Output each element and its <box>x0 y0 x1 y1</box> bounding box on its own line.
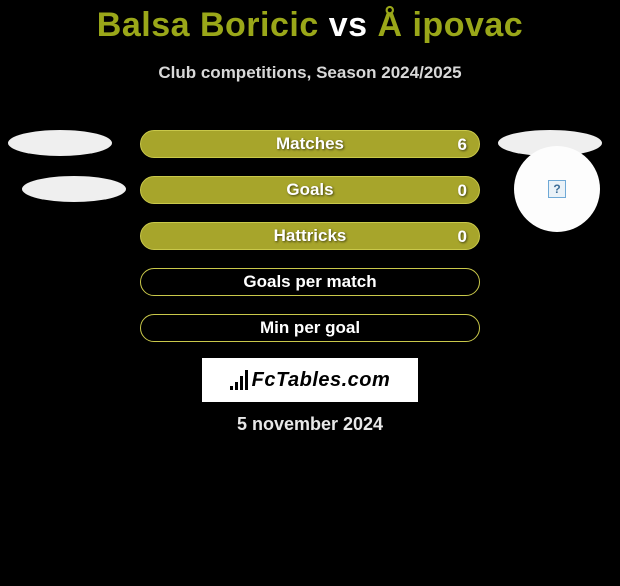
stat-row: Goals per match <box>0 268 620 314</box>
stat-pill: Goals per match <box>140 268 480 296</box>
title-left: Balsa Boricic <box>97 6 319 44</box>
fctables-logo: FcTables.com <box>202 358 418 402</box>
left-ellipse <box>8 130 112 156</box>
stat-label: Goals per match <box>243 272 376 292</box>
stat-pill: Min per goal <box>140 314 480 342</box>
stat-label: Hattricks <box>274 226 347 246</box>
logo-bars-icon <box>230 370 248 390</box>
title-vs: vs <box>329 6 368 44</box>
stat-label: Matches <box>276 134 344 154</box>
stat-row: Min per goal <box>0 314 620 360</box>
subtitle: Club competitions, Season 2024/2025 <box>0 63 620 83</box>
stat-value-right: 6 <box>458 131 467 159</box>
stat-row: Goals 0? <box>0 176 620 222</box>
page-title: Balsa Boricic vs Å ipovac <box>0 6 620 45</box>
date-label: 5 november 2024 <box>0 414 620 435</box>
stat-label: Goals <box>286 180 333 200</box>
left-ellipse <box>22 176 126 202</box>
stat-pill: Goals 0 <box>140 176 480 204</box>
stat-value-right: 0 <box>458 177 467 205</box>
stat-label: Min per goal <box>260 318 360 338</box>
stat-pill: Matches 6 <box>140 130 480 158</box>
logo-text: FcTables.com <box>252 369 391 392</box>
title-right: Å ipovac <box>377 6 523 44</box>
stat-value-right: 0 <box>458 223 467 251</box>
right-circle: ? <box>514 146 600 232</box>
stat-pill: Hattricks 0 <box>140 222 480 250</box>
stat-row: Hattricks 0 <box>0 222 620 268</box>
stat-rows: Matches 6 Goals 0? Hattricks 0 Goals per match… <box>0 130 620 360</box>
unknown-badge-icon: ? <box>548 180 566 198</box>
